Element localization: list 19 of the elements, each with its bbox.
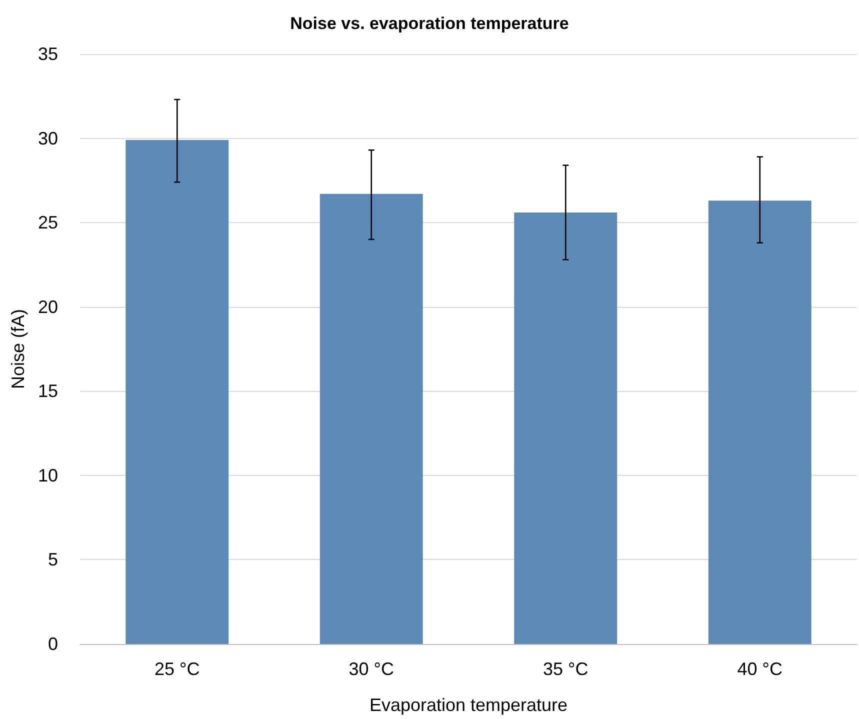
y-tick-label: 25 bbox=[38, 212, 58, 233]
x-axis-title: Evaporation temperature bbox=[369, 695, 568, 715]
x-tick-label: 35 °C bbox=[543, 659, 588, 679]
y-tick-label: 0 bbox=[48, 634, 58, 654]
y-tick-label: 30 bbox=[38, 128, 58, 148]
y-tick-label: 15 bbox=[38, 381, 58, 402]
chart-title: Noise vs. evaporation temperature bbox=[290, 14, 569, 33]
x-tick-label: 30 °C bbox=[348, 659, 394, 679]
y-tick-label: 20 bbox=[38, 296, 58, 317]
y-tick-label: 5 bbox=[48, 550, 58, 570]
bar bbox=[708, 200, 812, 644]
bar bbox=[320, 194, 423, 644]
bar bbox=[126, 140, 229, 644]
y-tick-label: 35 bbox=[38, 44, 58, 64]
x-tick-label: 40 °C bbox=[737, 659, 782, 679]
x-tick-label: 25 °C bbox=[154, 659, 200, 679]
y-axis-title: Noise (fA) bbox=[8, 308, 28, 390]
y-tick-label: 10 bbox=[38, 465, 58, 486]
bar bbox=[514, 212, 618, 644]
